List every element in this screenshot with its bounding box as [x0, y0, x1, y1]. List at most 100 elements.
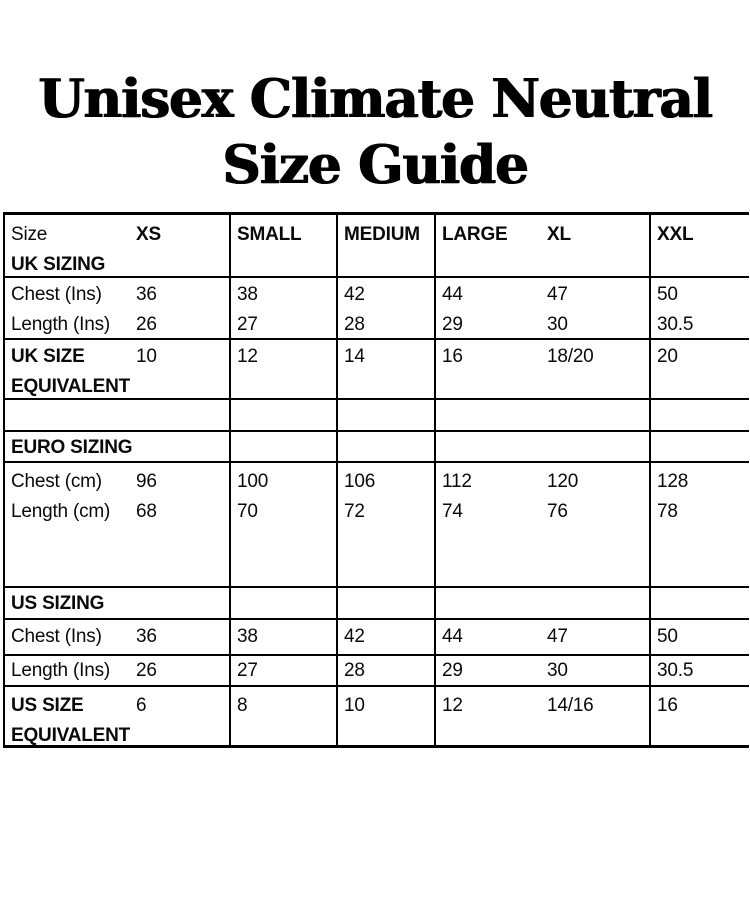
euro-sizing-header-row: EURO SIZING: [5, 432, 749, 463]
euro-length-large-value: 74: [442, 501, 463, 522]
uk-equivalent-xxl-value: 20: [657, 346, 678, 367]
us-length-large-value: 29: [442, 660, 463, 681]
us-sizing-header-row: US SIZING: [5, 588, 749, 620]
us-equivalent-xs-value: 6: [136, 695, 147, 716]
header-size-cell: Size XS UK SIZING: [5, 215, 229, 276]
euro-length-xl-value: 76: [547, 501, 568, 522]
us-chest-medium-cell: 42: [336, 620, 434, 654]
header-large-xl-cell: LARGE XL: [434, 215, 649, 276]
euro-measurements-label-cell: Chest (cm) 96 Length (cm) 68: [5, 463, 229, 586]
uk-chest-line: Chest (Ins) 36: [11, 280, 227, 310]
us-chest-label: Chest (Ins): [11, 626, 102, 647]
uk-small-cell: 38 27: [229, 278, 336, 338]
euro-chest-label: Chest (cm): [11, 471, 102, 492]
header-medium-label: MEDIUM: [344, 224, 420, 245]
uk-equivalent-small-cell: 12: [229, 340, 336, 398]
uk-length-medium-value: 28: [344, 314, 365, 335]
uk-equivalent-medium-cell: 14: [336, 340, 434, 398]
uk-chest-xl-value: 47: [547, 284, 568, 305]
uk-equivalent-xl-value: 18/20: [547, 346, 594, 367]
us-chest-large-xl-line: 44 47: [442, 624, 647, 649]
euro-xxl-cell: 128 78: [649, 463, 749, 586]
spacer-cell: [229, 400, 336, 430]
header-xs-label: XS: [136, 224, 161, 245]
us-header-small-cell: [229, 588, 336, 618]
euro-chest-large-value: 112: [442, 471, 472, 492]
us-length-medium-cell: 28: [336, 656, 434, 685]
table-header-row: Size XS UK SIZING SMALL MEDIUM LARGE XL …: [5, 215, 749, 278]
uk-xxl-cell: 50 30.5: [649, 278, 749, 338]
title-line-2: Size Guide: [222, 134, 528, 196]
uk-chest-large-xl-line: 44 47: [442, 280, 647, 310]
euro-chest-line: Chest (cm) 96: [11, 467, 227, 497]
uk-length-small-value: 27: [237, 314, 258, 335]
us-equivalent-xl-value: 14/16: [547, 695, 594, 716]
euro-length-xxl-value: 78: [657, 501, 678, 522]
uk-chest-small-value: 38: [237, 284, 258, 305]
us-equivalent-label-line1: US SIZE: [11, 695, 84, 716]
header-small-cell: SMALL: [229, 215, 336, 276]
us-length-label-cell: Length (Ins) 26: [5, 656, 229, 685]
spacer-cell: [649, 400, 749, 430]
us-length-large-xl-cell: 29 30: [434, 656, 649, 685]
uk-chest-label: Chest (Ins): [11, 284, 102, 305]
uk-equivalent-xs-value: 10: [136, 346, 157, 367]
us-chest-label-cell: Chest (Ins) 36: [5, 620, 229, 654]
page-title: Unisex Climate Neutral Size Guide: [0, 66, 750, 198]
euro-length-medium-value: 72: [344, 501, 365, 522]
uk-equivalent-line: UK SIZE 10: [11, 342, 227, 372]
spacer-cell: [5, 400, 229, 430]
header-medium-cell: MEDIUM: [336, 215, 434, 276]
us-length-label: Length (Ins): [11, 660, 110, 681]
us-equivalent-label-line2: EQUIVALENT: [11, 725, 131, 745]
us-size-equivalent-row: US SIZE 6 EQUIVALENT 8 10 12 14/16 16: [5, 687, 749, 748]
us-chest-small-cell: 38: [229, 620, 336, 654]
us-equivalent-small-value: 8: [237, 695, 248, 716]
us-equivalent-small-cell: 8: [229, 687, 336, 745]
spacer-cell: [336, 400, 434, 430]
uk-length-xl-value: 30: [547, 314, 568, 335]
euro-chest-small-value: 100: [237, 471, 269, 492]
euro-length-small-value: 70: [237, 501, 258, 522]
euro-medium-cell: 106 72: [336, 463, 434, 586]
uk-equivalent-label-cell: UK SIZE 10 EQUIVALENT: [5, 340, 229, 398]
uk-equivalent-large-xl-cell: 16 18/20: [434, 340, 649, 398]
us-equivalent-large-xl-line: 12 14/16: [442, 691, 647, 721]
uk-measurements-row: Chest (Ins) 36 Length (Ins) 26 38 27 42 …: [5, 278, 749, 340]
us-chest-xxl-cell: 50: [649, 620, 749, 654]
us-equivalent-line: US SIZE 6: [11, 691, 227, 721]
euro-header-small-cell: [229, 432, 336, 461]
euro-chest-medium-value: 106: [344, 471, 376, 492]
us-length-small-cell: 27: [229, 656, 336, 685]
uk-length-large-xl-line: 29 30: [442, 310, 647, 338]
euro-sizing-section-label: EURO SIZING: [11, 437, 133, 458]
us-chest-xxl-value: 50: [657, 626, 678, 647]
euro-header-medium-cell: [336, 432, 434, 461]
euro-chest-large-xl-line: 112 120: [442, 467, 647, 497]
euro-header-xxl-cell: [649, 432, 749, 461]
euro-sizing-label-cell: EURO SIZING: [5, 432, 229, 461]
euro-measurements-row: Chest (cm) 96 Length (cm) 68 100 70 106 …: [5, 463, 749, 588]
us-equivalent-xxl-cell: 16: [649, 687, 749, 745]
us-length-line: Length (Ins) 26: [11, 658, 227, 683]
header-xxl-label: XXL: [657, 224, 694, 245]
us-equivalent-label-cell: US SIZE 6 EQUIVALENT: [5, 687, 229, 745]
uk-size-equivalent-row: UK SIZE 10 EQUIVALENT 12 14 16 18/20 20: [5, 340, 749, 400]
euro-header-large-xl-cell: [434, 432, 649, 461]
uk-equivalent-label-line1: UK SIZE: [11, 346, 85, 367]
us-equivalent-large-xl-cell: 12 14/16: [434, 687, 649, 745]
us-length-large-xl-line: 29 30: [442, 658, 647, 683]
uk-length-xxl-value: 30.5: [657, 314, 694, 335]
us-equivalent-xxl-value: 16: [657, 695, 678, 716]
uk-equivalent-xxl-cell: 20: [649, 340, 749, 398]
us-equivalent-large-value: 12: [442, 695, 463, 716]
uk-equivalent-large-value: 16: [442, 346, 463, 367]
euro-chest-xl-value: 120: [547, 471, 579, 492]
uk-length-line: Length (Ins) 26: [11, 310, 227, 338]
uk-equivalent-large-xl-line: 16 18/20: [442, 342, 647, 372]
us-chest-large-xl-cell: 44 47: [434, 620, 649, 654]
us-header-large-xl-cell: [434, 588, 649, 618]
uk-sizing-section-label: UK SIZING: [11, 254, 106, 275]
uk-chest-xxl-value: 50: [657, 284, 678, 305]
euro-length-line: Length (cm) 68: [11, 497, 227, 527]
